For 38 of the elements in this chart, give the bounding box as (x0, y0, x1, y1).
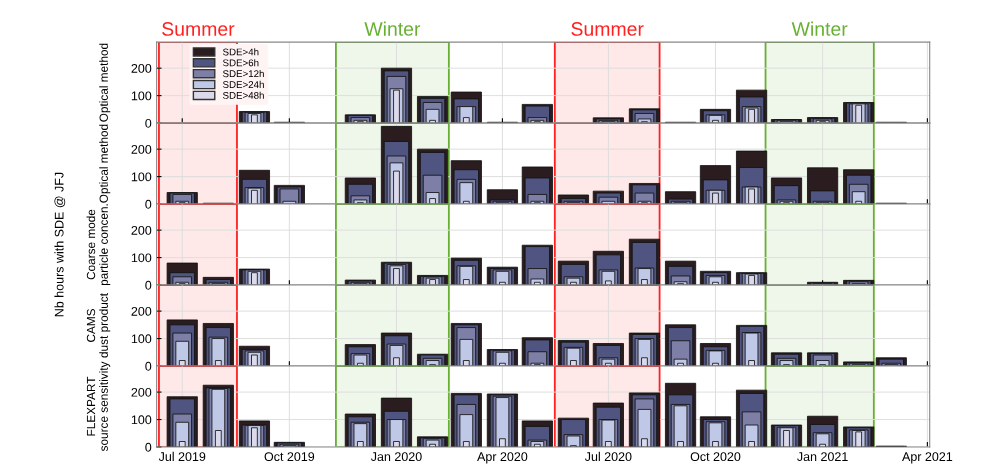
y-axis-title: Coarse mode particle concen. (86, 204, 111, 286)
legend-label: SDE>6h (222, 59, 259, 67)
y-tick-label: 200 (131, 306, 152, 316)
x-tick-label: Apr 2021 (902, 452, 953, 464)
y-tick-label: 0 (145, 280, 152, 290)
x-tick-label: Apr 2020 (477, 452, 528, 464)
x-tick-label: Jul 2019 (158, 451, 206, 462)
x-tick-label: Jul 2020 (584, 451, 632, 462)
band-label: Winter (791, 21, 848, 36)
band-label: Summer (162, 22, 235, 36)
x-tick-label: Jan 2020 (370, 452, 422, 462)
y-tick-label: 100 (131, 415, 152, 425)
y-tick-label: 100 (131, 334, 152, 344)
y-tick-label: 0 (145, 118, 152, 128)
legend-label: SDE>12h (222, 70, 264, 78)
y-axis-title: Optical method (99, 124, 111, 203)
y-tick-label: 100 (131, 91, 152, 101)
band-label: Winter (364, 21, 421, 36)
y-tick-label: 0 (145, 199, 152, 209)
y-axis-title: FLEXPART source sensitivity (86, 361, 111, 452)
band-label: Summer (571, 22, 644, 36)
legend-label: SDE>4h (222, 48, 259, 56)
y-tick-label: 200 (131, 63, 152, 73)
y-axis-title: CAMS dust product (86, 293, 111, 358)
y-tick-label: 200 (131, 387, 152, 397)
y-tick-label: 0 (145, 361, 152, 371)
y-tick-label: 100 (131, 172, 152, 182)
x-tick-label: Jan 2021 (797, 452, 848, 462)
y-axis-title: Optical method (99, 43, 111, 122)
y-tick-label: 100 (131, 253, 152, 263)
text: Nb hours with SDE @ JFJ (54, 172, 66, 317)
x-tick-label: Oct 2020 (690, 452, 741, 462)
x-tick-label: Oct 2019 (264, 452, 315, 462)
y-tick-label: 200 (131, 144, 152, 154)
legend-label: SDE>24h (222, 80, 264, 89)
y-tick-label: 200 (131, 225, 152, 235)
legend-label: SDE>48h (222, 91, 264, 99)
y-tick-label: 0 (145, 442, 152, 452)
